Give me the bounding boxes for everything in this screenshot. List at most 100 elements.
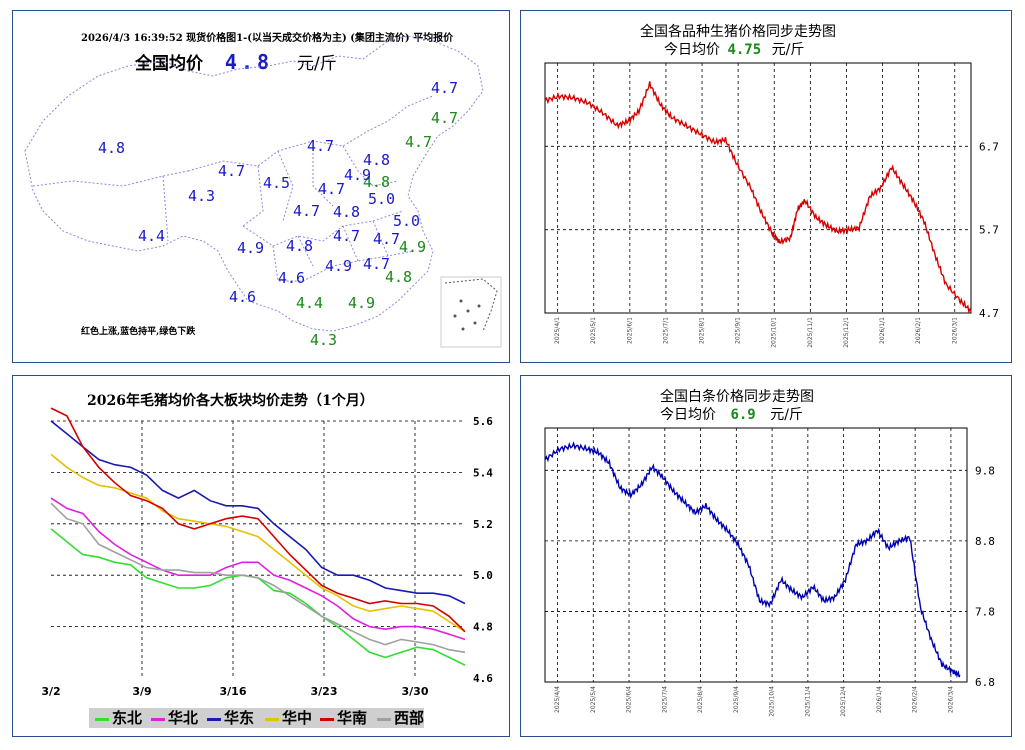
hog-price-chart: 2025/4/1 2025/5/1 2025/6/1 2025/7/1 2025/8/1…	[544, 62, 999, 348]
series-line-华东	[50, 420, 466, 605]
region-price-label: 4.4	[138, 227, 165, 245]
legend-label: 华东	[224, 709, 255, 727]
x-tick-label: 3/9	[132, 685, 151, 698]
white-strip-line	[544, 441, 961, 679]
y-tick-label: 5.4	[473, 466, 493, 479]
series-line-西部	[50, 502, 466, 654]
x-tick-label: 2025/4/4	[554, 686, 561, 713]
y-tick-label: 9.8	[975, 464, 995, 477]
legend-item: 华东	[207, 708, 254, 728]
series-line-华南	[50, 407, 466, 633]
y-tick-label: 5.6	[473, 415, 493, 428]
legend-item: 华北	[151, 708, 198, 728]
strip-avg-value: 6.9	[730, 407, 756, 423]
region-price-label: 4.7	[363, 255, 390, 273]
white-strip-chart: 2025/4/4 2025/5/4 2025/6/4 2025/7/4 2025/8/4…	[544, 427, 995, 717]
region-price-label: 4.7	[431, 109, 458, 127]
region-price-label: 4.8	[363, 173, 390, 191]
strip-today-average: 今日均价 6.9 元/斤	[660, 404, 803, 424]
region-price-label: 4.5	[263, 174, 290, 192]
y-tick-label: 5.0	[473, 569, 493, 582]
region-price-label: 4.7	[307, 137, 334, 155]
y-tick-label: 8.8	[975, 535, 995, 548]
series-line-华北	[50, 497, 466, 641]
region-price-label: 5.0	[393, 212, 420, 230]
x-tick-label: 2026/3/1	[951, 317, 958, 344]
x-tick-label: 2025/10/4	[769, 686, 776, 717]
x-tick-label: 2025/5/1	[590, 317, 597, 344]
x-tick-label: 2026/3/4	[947, 686, 954, 713]
region-price-label: 4.7	[405, 133, 432, 151]
legend-label: 东北	[112, 709, 143, 727]
x-tick-label: 2025/8/1	[699, 317, 706, 344]
x-tick-label: 2025/10/1	[771, 317, 778, 348]
x-tick-label: 2025/7/4	[661, 686, 668, 713]
x-tick-label: 3/2	[41, 685, 60, 698]
regional-board-chart: 4.6 4.8 5.0 5.2 5.4 5.6 3/2 3/9 3/16 3/23 3/30	[41, 407, 493, 698]
legend-swatch	[151, 717, 165, 721]
hog-price-panel: 全国各品种生猪价格同步走势图 今日均价 4.75 元/斤 2025/4/1 202…	[520, 10, 1012, 363]
legend-label: 华北	[168, 709, 199, 727]
strip-chart-title: 全国白条价格同步走势图	[660, 389, 814, 405]
region-price-label: 4.8	[333, 203, 360, 221]
region-price-label: 4.8	[363, 151, 390, 169]
legend-note: 红色上涨,蓝色持平,绿色下跌	[81, 327, 196, 337]
region-price-label: 4.9	[399, 238, 426, 256]
legend-swatch	[265, 717, 279, 721]
y-tick-label: 7.8	[975, 605, 995, 618]
x-tick-label: 2025/12/4	[840, 686, 847, 717]
y-tick-label: 4.7	[979, 307, 999, 320]
x-tick-label: 3/23	[311, 685, 338, 698]
region-price-label: 4.8	[286, 237, 313, 255]
region-price-label: 4.7	[293, 202, 320, 220]
y-tick-label: 6.8	[975, 676, 995, 689]
map-outline	[24, 35, 484, 332]
legend-swatch	[207, 717, 221, 721]
x-tick-label: 2026/2/1	[915, 317, 922, 344]
x-tick-label: 3/16	[220, 685, 247, 698]
strip-avg-label: 今日均价	[660, 407, 716, 423]
region-price-label: 4.7	[431, 79, 458, 97]
region-price-label: 5.0	[368, 190, 395, 208]
south-china-sea-inset	[440, 276, 502, 348]
board-chart-title: 2026年毛猪均价各大板块均价走势（1个月）	[87, 393, 374, 409]
legend-swatch	[95, 717, 109, 721]
region-price-label: 4.3	[310, 331, 337, 349]
series-line-华中	[50, 453, 466, 633]
y-tick-label: 5.7	[979, 224, 999, 237]
white-strip-panel: 全国白条价格同步走势图 今日均价 6.9 元/斤 2025/4/4 2025/5/…	[520, 375, 1012, 737]
x-tick-label: 2025/4/1	[554, 317, 561, 344]
legend-label: 华中	[282, 709, 313, 727]
legend-swatch	[377, 717, 391, 721]
region-price-label: 4.7	[218, 162, 245, 180]
legend-swatch	[320, 717, 334, 721]
y-tick-label: 6.7	[979, 140, 999, 153]
legend-item: 华中	[265, 708, 312, 728]
y-tick-label: 4.8	[473, 621, 493, 634]
x-tick-label: 2025/5/4	[590, 686, 597, 713]
region-price-label: 4.9	[344, 166, 371, 184]
regional-board-panel: 2026年毛猪均价各大板块均价走势（1个月） 4.6 4.8 5.0 5.2 5.4 5.…	[12, 375, 510, 737]
x-tick-label: 3/30	[402, 685, 429, 698]
plot-area	[544, 427, 968, 683]
x-tick-label: 2025/9/4	[733, 686, 740, 713]
x-tick-label: 2025/6/4	[626, 686, 633, 713]
region-price-label: 4.7	[318, 180, 345, 198]
x-tick-label: 2026/2/4	[912, 686, 919, 713]
region-price-label: 4.6	[278, 269, 305, 287]
y-tick-label: 4.6	[473, 672, 493, 685]
x-tick-label: 2025/11/1	[807, 317, 814, 348]
hog-avg-unit: 元/斤	[771, 42, 805, 58]
hog-chart-title: 全国各品种生猪价格同步走势图	[640, 24, 836, 40]
x-tick-label: 2025/11/4	[804, 686, 811, 717]
region-price-label: 4.3	[188, 187, 215, 205]
region-price-label: 4.4	[296, 294, 323, 312]
y-tick-label: 5.2	[473, 518, 493, 531]
x-tick-label: 2025/7/1	[662, 317, 669, 344]
board-legend: 东北 华北 华东 华中 华南 西部	[89, 708, 424, 728]
x-tick-label: 2025/8/4	[697, 686, 704, 713]
x-tick-label: 2025/9/1	[735, 317, 742, 344]
hog-today-average: 今日均价 4.75 元/斤	[664, 39, 804, 59]
region-price-label: 4.9	[237, 239, 264, 257]
series-line-东北	[50, 528, 466, 666]
